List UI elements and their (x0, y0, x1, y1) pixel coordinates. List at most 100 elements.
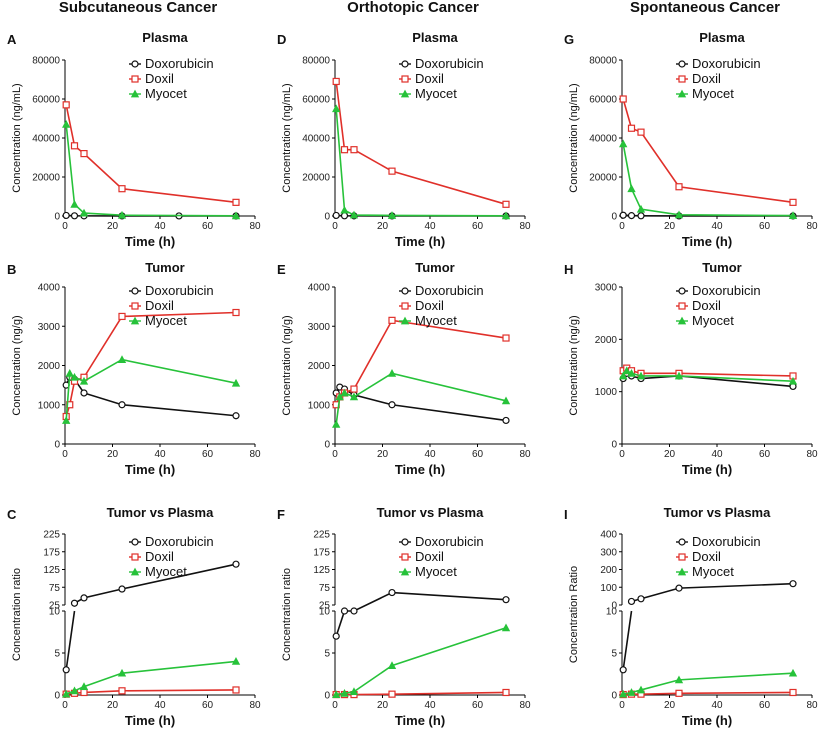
chart-panel-B: B Tumor 0 1000 2000 3000 4000 0 20 40 60 80 Time (h)… (7, 260, 261, 477)
x-tick-label: 40 (711, 221, 723, 232)
data-point-myocet (340, 388, 349, 397)
panel-title: Tumor (145, 260, 184, 275)
x-tick-label: 0 (332, 449, 338, 460)
data-point-doxorubicin (232, 560, 240, 568)
data-point-myocet (387, 661, 397, 669)
column-title-orthotopic: Orthotopic Cancer (347, 0, 479, 16)
data-point-myocet (62, 689, 71, 698)
legend-label-doxorubicin: Doxorubicin (692, 56, 761, 71)
data-point-myocet (619, 139, 628, 148)
data-point-doxil (118, 312, 126, 321)
x-tick-label: 20 (377, 700, 389, 711)
x-tick-label: 80 (249, 449, 261, 460)
data-point-doxorubicin (80, 594, 88, 602)
x-axis-label: Time (h) (125, 462, 175, 477)
legend-label-doxorubicin: Doxorubicin (415, 283, 484, 298)
panel-letter: H (564, 262, 573, 277)
data-point-doxil (675, 689, 683, 697)
data-point-doxil (62, 101, 70, 109)
panel-letter: G (564, 32, 574, 47)
data-point-doxorubicin (118, 401, 126, 409)
legend-label-doxil: Doxil (692, 71, 721, 86)
legend-marker-doxil (131, 302, 139, 310)
data-point-myocet (622, 366, 631, 375)
series-line-myocet (65, 660, 237, 695)
data-point-doxorubicin (502, 416, 510, 425)
y-axis-label: Concentration (ng/mL) (11, 83, 23, 192)
y-tick-label: 100 (600, 583, 617, 594)
data-point-myocet (79, 208, 89, 217)
panel-title: Tumor vs Plasma (377, 505, 484, 520)
y-tick-label: 40000 (302, 134, 330, 145)
data-point-myocet (674, 675, 684, 684)
legend-marker-doxorubicin (678, 287, 686, 295)
x-tick-label: 0 (62, 700, 68, 711)
data-point-myocet (619, 371, 628, 380)
data-point-doxorubicin (619, 211, 627, 219)
y-tick-label: 20000 (32, 173, 60, 184)
legend-marker-doxorubicin (131, 538, 139, 546)
y-axis-label: Concentration (ng/g) (568, 315, 580, 415)
y-tick-label: 20000 (302, 173, 330, 184)
series-line-doxil (623, 691, 794, 696)
legend-marker-myocet (130, 316, 140, 325)
legend-marker-doxorubicin (678, 60, 686, 68)
data-point-myocet (627, 688, 636, 696)
y-tick-label: 2000 (308, 361, 331, 372)
y-axis-label: Concentration ratio (11, 568, 23, 661)
data-point-doxorubicin (789, 580, 797, 588)
data-point-myocet (335, 392, 344, 401)
legend-marker-myocet (130, 567, 140, 576)
series-line-doxil (622, 367, 794, 377)
chart-panel-H: H Tumor 0 1000 2000 3000 0 20 40 60 80 Time (h) Conc… (564, 260, 818, 477)
data-point-doxorubicin (70, 212, 79, 220)
y-tick-label: 60000 (32, 95, 60, 106)
y-tick-label: 1000 (595, 387, 618, 398)
x-tick-label: 80 (519, 449, 531, 460)
x-tick-label: 80 (806, 221, 818, 232)
y-tick-label: 0 (611, 691, 617, 702)
y-tick-label: 60000 (589, 95, 617, 106)
data-point-doxorubicin (388, 588, 396, 597)
data-point-myocet (501, 623, 511, 632)
y-tick-label: 0 (324, 212, 330, 223)
legend-label-myocet: Myocet (145, 564, 187, 579)
legend-label-myocet: Myocet (145, 86, 187, 101)
y-axis-label: Concentration (ng/g) (281, 315, 293, 415)
series-line-myocet (335, 372, 507, 425)
y-axis-label: Concentration ratio (281, 568, 293, 661)
x-tick-label: 20 (377, 449, 389, 460)
y-tick-label: 5 (324, 649, 330, 660)
legend-marker-myocet (130, 89, 140, 98)
series-line-doxil (65, 311, 237, 417)
data-point-doxil (619, 95, 627, 103)
legend-label-doxil: Doxil (145, 549, 174, 564)
y-tick-label: 5 (611, 649, 617, 660)
series-line-myocet (336, 627, 507, 696)
panel-title: Tumor vs Plasma (107, 505, 214, 520)
data-point-doxorubicin (619, 666, 627, 674)
data-point-myocet (627, 184, 636, 193)
series-line-doxorubicin (335, 610, 346, 637)
legend-marker-doxorubicin (131, 287, 139, 295)
x-axis-label: Time (h) (682, 234, 732, 249)
x-tick-label: 60 (472, 449, 484, 460)
data-point-myocet (349, 210, 359, 219)
data-point-myocet (501, 211, 511, 220)
legend-label-myocet: Myocet (415, 86, 457, 101)
y-tick-label: 175 (313, 547, 330, 558)
data-point-myocet (62, 120, 71, 128)
legend-label-doxil: Doxil (145, 298, 174, 313)
legend-marker-doxil (131, 75, 139, 83)
x-tick-label: 0 (62, 221, 68, 232)
series-line-myocet (65, 358, 237, 421)
y-tick-label: 225 (43, 530, 60, 541)
x-tick-label: 60 (472, 221, 484, 232)
data-point-myocet (636, 204, 646, 213)
legend-label-doxorubicin: Doxorubicin (145, 56, 214, 71)
data-point-myocet (674, 210, 684, 219)
data-point-myocet (231, 211, 241, 220)
legend-marker-myocet (400, 89, 410, 98)
data-point-doxil (340, 146, 349, 154)
data-point-myocet (788, 668, 798, 677)
